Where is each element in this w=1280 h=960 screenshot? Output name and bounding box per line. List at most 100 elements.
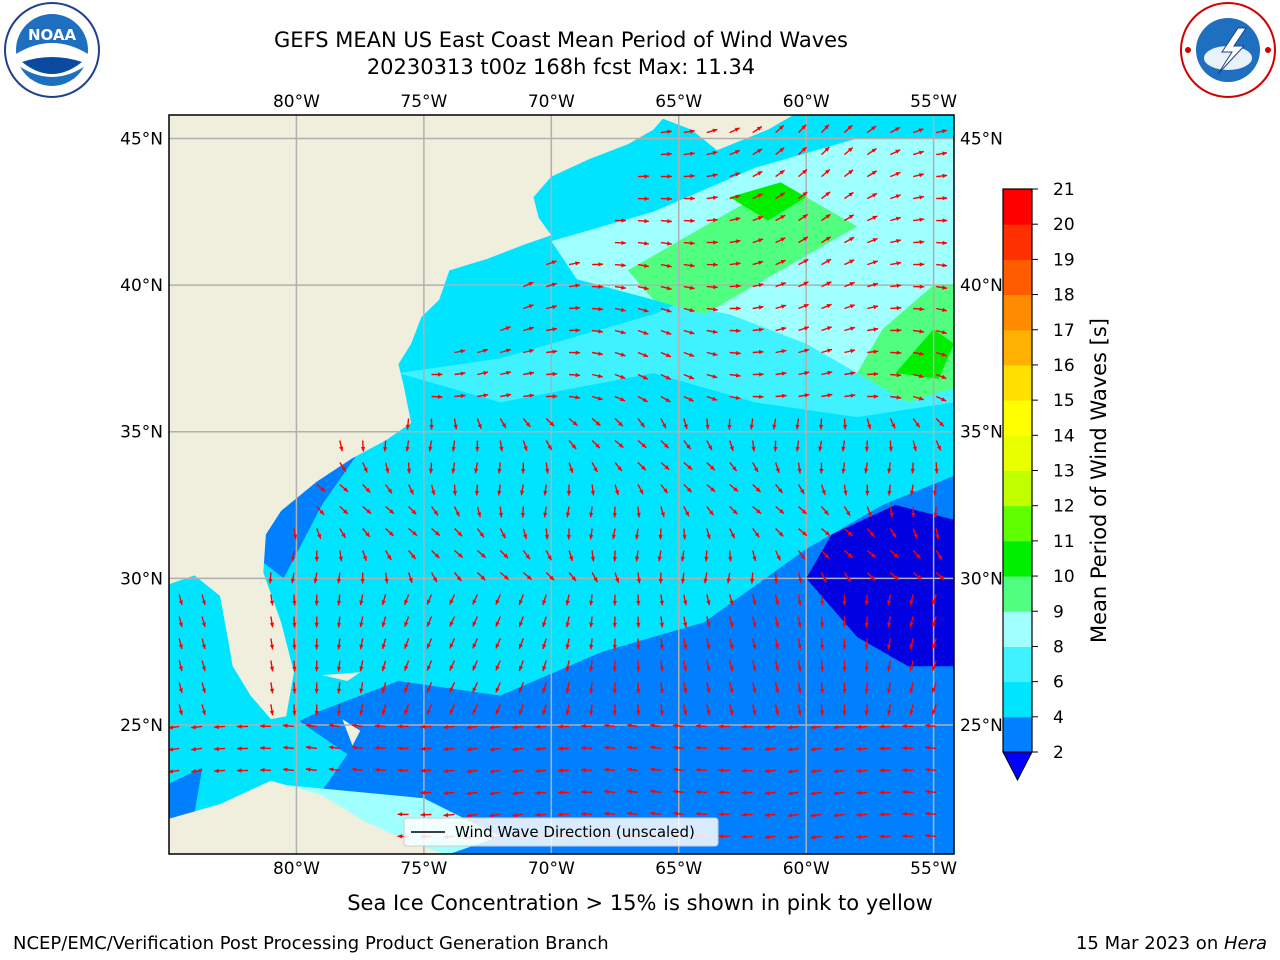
wave-arrowhead	[713, 240, 718, 245]
wave-arrowhead	[856, 790, 861, 795]
wave-arrowhead	[575, 261, 580, 266]
wave-arrowhead	[460, 371, 466, 376]
wave-arrowhead	[942, 263, 948, 268]
wave-arrowhead	[781, 326, 787, 331]
wave-arrowhead	[359, 622, 364, 628]
wave-arrowhead	[879, 746, 884, 751]
wave-arrowhead	[404, 643, 409, 649]
map-frame	[168, 114, 955, 855]
wave-arrowhead	[741, 768, 747, 773]
colorbar-segment	[1003, 400, 1032, 436]
wave-arrowhead	[542, 644, 547, 649]
wave-arrowhead	[864, 688, 869, 694]
lon-tick-bottom: 55°W	[910, 859, 957, 879]
wave-arrowhead	[757, 148, 763, 154]
wave-arrowhead	[893, 553, 899, 558]
wave-arrowhead	[593, 467, 598, 473]
wave-arrowhead	[305, 767, 311, 772]
wave-arrowhead	[879, 768, 884, 773]
wave-arrowhead	[919, 173, 924, 178]
wave-arrowhead	[558, 724, 563, 729]
wave-arrowhead	[665, 397, 671, 402]
wave-arrowhead	[941, 330, 947, 335]
wave-arrowhead	[826, 304, 832, 309]
wave-arrowhead	[292, 622, 297, 628]
wave-arrowhead	[741, 724, 747, 729]
lon-tick-top: 80°W	[273, 92, 320, 112]
wave-arrowhead	[804, 348, 810, 353]
wave-arrowhead	[781, 393, 787, 399]
wave-arrowhead	[474, 468, 479, 474]
wave-arrowhead	[824, 124, 829, 130]
wave-arrowhead	[819, 688, 825, 694]
wave-arrowhead	[521, 469, 526, 474]
wave-arrowhead	[237, 768, 242, 773]
wave-arrowhead	[732, 466, 737, 472]
lat-tick-left: 45°N	[120, 129, 163, 149]
wave-arrowhead	[686, 444, 691, 450]
wave-arrowhead	[178, 644, 183, 650]
wave-arrowhead	[381, 710, 386, 715]
wave-arrowhead	[214, 746, 219, 752]
wave-arrowhead	[427, 643, 431, 649]
wave-arrowhead	[650, 767, 655, 772]
wave-arrowhead	[718, 834, 724, 839]
wave-arrowhead	[518, 643, 523, 649]
wave-arrowhead	[752, 710, 757, 716]
wave-arrowhead	[365, 532, 370, 537]
wave-arrowhead	[718, 746, 724, 751]
wave-arrowhead	[919, 195, 924, 200]
wave-arrowhead	[359, 710, 364, 716]
wave-arrowhead	[887, 622, 892, 628]
wave-arrowhead	[797, 688, 802, 694]
wave-arrowhead	[919, 284, 925, 289]
wave-arrowhead	[799, 489, 805, 494]
wave-arrowhead	[713, 217, 718, 223]
wave-arrowhead	[456, 576, 462, 581]
wave-arrowhead	[821, 489, 826, 495]
wave-arrowhead	[797, 644, 802, 650]
wave-arrowhead	[317, 533, 322, 539]
wave-arrowhead	[776, 555, 781, 561]
wave-arrowhead	[896, 261, 902, 266]
wave-arrowhead	[733, 487, 739, 492]
wave-arrowhead	[689, 129, 695, 134]
wave-arrowhead	[512, 725, 518, 730]
wave-arrowhead	[590, 490, 595, 496]
wave-arrowhead	[909, 688, 914, 694]
wave-arrowhead	[612, 556, 617, 562]
wave-arrowhead	[764, 790, 770, 796]
wave-arrowhead	[214, 724, 219, 730]
wave-arrowhead	[680, 556, 685, 562]
wave-arrowhead	[404, 621, 409, 627]
wave-arrowhead	[505, 326, 511, 331]
wave-arrowhead	[658, 534, 663, 540]
wave-arrowhead	[320, 487, 326, 492]
wave-arrowhead	[449, 687, 454, 693]
wave-arrowhead	[472, 621, 477, 627]
wave-arrowhead	[612, 644, 617, 650]
wave-arrowhead	[916, 575, 922, 580]
wave-arrowhead	[339, 446, 344, 452]
wave-arrowhead	[501, 533, 506, 539]
wave-arrowhead	[730, 533, 735, 539]
wave-arrowhead	[432, 577, 437, 583]
wave-arrowhead	[879, 724, 884, 729]
wave-arrowhead	[735, 194, 741, 199]
wave-arrowhead	[449, 643, 454, 649]
wave-arrowhead	[543, 512, 548, 518]
wave-arrowhead	[351, 767, 357, 772]
wave-arrowhead	[757, 216, 763, 221]
wave-arrowhead	[453, 424, 458, 430]
wave-arrowhead	[865, 491, 870, 496]
wave-arrowhead	[640, 422, 645, 428]
wave-arrowhead	[729, 446, 734, 451]
wave-arrowhead	[472, 687, 477, 693]
wave-arrowhead	[887, 490, 892, 496]
wave-arrowhead	[687, 465, 693, 470]
wave-arrowhead	[489, 725, 495, 730]
wave-arrowhead	[614, 490, 620, 495]
wave-arrowhead	[644, 196, 649, 201]
wave-arrowhead	[581, 723, 586, 729]
wave-arrowhead	[706, 622, 711, 628]
